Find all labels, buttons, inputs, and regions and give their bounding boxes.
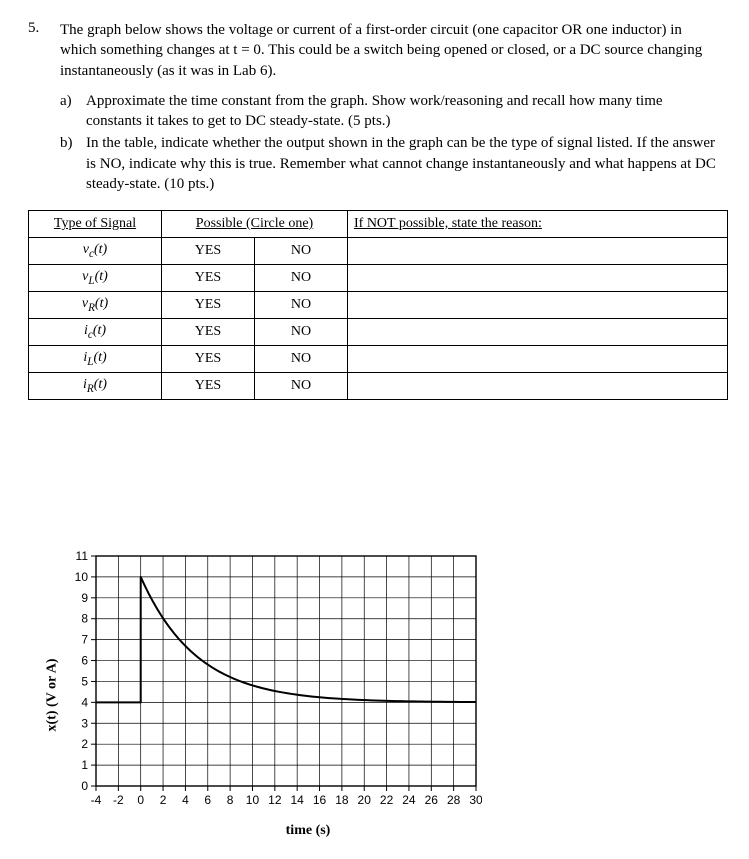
reason-cell[interactable] — [348, 238, 728, 265]
reason-cell[interactable] — [348, 265, 728, 292]
svg-text:11: 11 — [76, 550, 89, 563]
svg-text:7: 7 — [81, 633, 88, 647]
choice-no[interactable]: NO — [255, 346, 348, 373]
subpart-a-text: Approximate the time constant from the g… — [86, 91, 721, 132]
chart-ylabel: x(t) (V or A) — [44, 658, 60, 731]
signal-name: iL(t) — [29, 346, 162, 373]
subparts: a) Approximate the time constant from th… — [60, 91, 721, 194]
choice-no[interactable]: NO — [255, 292, 348, 319]
reason-cell[interactable] — [348, 346, 728, 373]
signal-name: vR(t) — [29, 292, 162, 319]
svg-text:24: 24 — [402, 793, 416, 807]
choice-no[interactable]: NO — [255, 319, 348, 346]
svg-text:2: 2 — [160, 793, 167, 807]
table-row: vc(t)YESNO — [29, 238, 728, 265]
reason-cell[interactable] — [348, 292, 728, 319]
choice-no[interactable]: NO — [255, 265, 348, 292]
svg-text:2: 2 — [81, 737, 88, 751]
choice-yes[interactable]: YES — [162, 238, 255, 265]
svg-text:0: 0 — [137, 793, 144, 807]
subpart-a-label: a) — [60, 91, 78, 132]
choice-yes[interactable]: YES — [162, 346, 255, 373]
svg-text:14: 14 — [290, 793, 304, 807]
svg-text:6: 6 — [81, 654, 88, 668]
choice-yes[interactable]: YES — [162, 265, 255, 292]
svg-text:9: 9 — [81, 591, 88, 605]
signal-name: ic(t) — [29, 319, 162, 346]
svg-text:8: 8 — [227, 793, 234, 807]
signal-name: iR(t) — [29, 373, 162, 400]
chart-xlabel: time (s) — [88, 823, 528, 839]
svg-text:10: 10 — [75, 570, 89, 584]
svg-text:12: 12 — [268, 793, 282, 807]
svg-text:4: 4 — [81, 695, 88, 709]
svg-text:3: 3 — [81, 716, 88, 730]
subpart-a: a) Approximate the time constant from th… — [60, 91, 721, 132]
reason-cell[interactable] — [348, 373, 728, 400]
signal-name: vc(t) — [29, 238, 162, 265]
svg-text:28: 28 — [447, 793, 461, 807]
svg-text:30: 30 — [469, 793, 482, 807]
svg-text:5: 5 — [81, 674, 88, 688]
choice-yes[interactable]: YES — [162, 373, 255, 400]
subpart-b-label: b) — [60, 133, 78, 194]
table-row: iR(t)YESNO — [29, 373, 728, 400]
problem-intro: The graph below shows the voltage or cur… — [60, 20, 721, 81]
svg-text:8: 8 — [81, 612, 88, 626]
svg-text:6: 6 — [204, 793, 211, 807]
svg-text:-2: -2 — [113, 793, 124, 807]
choice-yes[interactable]: YES — [162, 292, 255, 319]
chart-container: x(t) (V or A) -4-20246810121416182022242… — [58, 550, 528, 839]
svg-text:16: 16 — [313, 793, 327, 807]
th-reason: If NOT possible, state the reason: — [348, 211, 728, 238]
choice-no[interactable]: NO — [255, 373, 348, 400]
svg-text:10: 10 — [246, 793, 260, 807]
table-row: ic(t)YESNO — [29, 319, 728, 346]
table-header-row: Type of Signal Possible (Circle one) If … — [29, 211, 728, 238]
table-row: iL(t)YESNO — [29, 346, 728, 373]
svg-text:18: 18 — [335, 793, 349, 807]
svg-text:20: 20 — [358, 793, 372, 807]
svg-text:-4: -4 — [91, 793, 102, 807]
signal-table: Type of Signal Possible (Circle one) If … — [28, 210, 728, 400]
subpart-b: b) In the table, indicate whether the ou… — [60, 133, 721, 194]
choice-no[interactable]: NO — [255, 238, 348, 265]
chart-svg: -4-2024681012141618202224262830012345678… — [58, 550, 482, 814]
table-row: vR(t)YESNO — [29, 292, 728, 319]
svg-text:4: 4 — [182, 793, 189, 807]
svg-text:1: 1 — [81, 758, 88, 772]
svg-text:22: 22 — [380, 793, 394, 807]
choice-yes[interactable]: YES — [162, 319, 255, 346]
subpart-b-text: In the table, indicate whether the outpu… — [86, 133, 721, 194]
problem-header: 5. The graph below shows the voltage or … — [28, 20, 721, 81]
th-type: Type of Signal — [29, 211, 162, 238]
svg-text:26: 26 — [425, 793, 439, 807]
reason-cell[interactable] — [348, 319, 728, 346]
table-row: vL(t)YESNO — [29, 265, 728, 292]
problem-number: 5. — [28, 20, 46, 81]
signal-name: vL(t) — [29, 265, 162, 292]
svg-text:0: 0 — [81, 779, 88, 793]
th-possible: Possible (Circle one) — [162, 211, 348, 238]
